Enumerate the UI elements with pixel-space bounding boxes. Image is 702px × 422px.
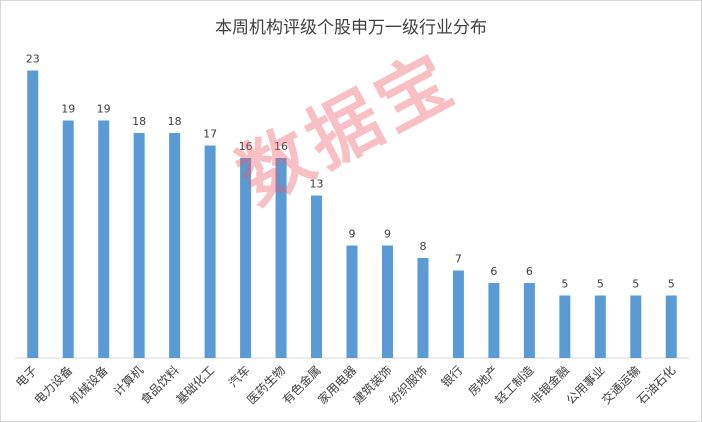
data-label: 6	[526, 265, 533, 278]
x-tick-label: 建筑装饰	[350, 363, 395, 408]
data-label: 6	[490, 265, 497, 278]
bar-1	[27, 70, 39, 358]
bar-7	[240, 158, 252, 358]
bar-16	[559, 295, 571, 358]
bar-2	[62, 120, 74, 358]
bar-19	[665, 295, 677, 358]
chart-title: 本周机构评级个股申万一级行业分布	[215, 18, 487, 38]
x-tick-label: 有色金属	[279, 363, 324, 408]
x-tick-label: 机械设备	[66, 363, 111, 408]
data-label: 8	[419, 240, 426, 253]
data-label: 19	[61, 103, 75, 116]
x-tick-label: 纺织服饰	[386, 363, 430, 407]
x-tick-label: 电力设备	[31, 363, 75, 407]
bar-13	[452, 270, 464, 358]
x-tick-label: 家用电器	[315, 363, 360, 408]
data-label: 18	[132, 115, 146, 128]
data-label: 13	[310, 178, 324, 191]
x-tick-label: 非银金融	[527, 363, 572, 408]
data-label: 7	[455, 253, 462, 266]
x-tick-label: 医药生物	[244, 363, 288, 407]
data-label: 19	[97, 103, 111, 116]
x-tick-label: 银行	[439, 363, 466, 390]
data-label: 16	[239, 140, 253, 153]
bar-11	[381, 245, 393, 358]
data-label: 5	[561, 278, 568, 291]
data-label: 9	[349, 228, 356, 241]
bar-10	[346, 245, 358, 358]
x-tick-label: 公用事业	[564, 363, 608, 407]
x-tick-label: 轻工制造	[493, 363, 537, 407]
data-label: 18	[168, 115, 182, 128]
bar-5	[169, 133, 181, 358]
x-tick-label: 交通运输	[598, 363, 643, 408]
bar-17	[594, 295, 606, 358]
x-tick-label: 电子	[13, 363, 40, 390]
bar-6	[204, 145, 216, 358]
data-label: 9	[384, 228, 391, 241]
bar-18	[630, 295, 642, 358]
x-tick-label: 汽车	[225, 363, 253, 391]
data-label: 17	[203, 128, 217, 141]
bar-4	[133, 133, 145, 358]
bar-14	[488, 283, 500, 358]
bar-15	[523, 283, 535, 358]
bar-9	[311, 195, 323, 358]
x-tick-label: 基础化工	[173, 363, 217, 407]
bar-3	[98, 120, 110, 358]
x-tick-label: 石油石化	[635, 363, 679, 407]
x-tick-label: 食品饮料	[137, 363, 182, 408]
data-label: 23	[26, 53, 40, 66]
data-label: 5	[632, 278, 639, 291]
bar-12	[417, 258, 429, 358]
data-label: 16	[274, 140, 288, 153]
data-label: 5	[668, 278, 675, 291]
bar-8	[275, 158, 287, 358]
data-label: 5	[597, 278, 604, 291]
